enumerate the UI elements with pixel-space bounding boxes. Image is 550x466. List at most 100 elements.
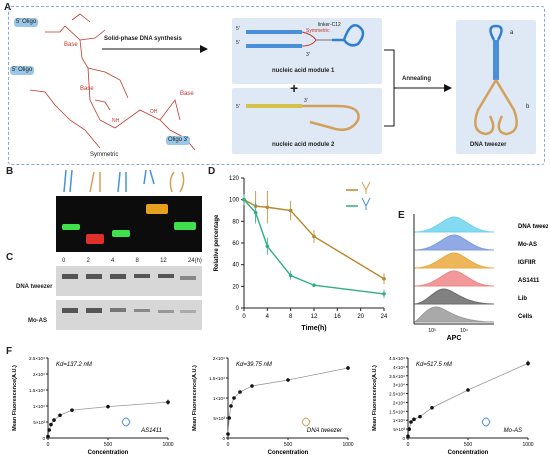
y-tick-label: 3.5×10⁴ (389, 374, 405, 379)
synthesis-arrow (102, 45, 208, 53)
histogram-label: DNA tweezer (518, 224, 548, 230)
x-tick-label: 8 (289, 314, 293, 320)
arm-a-label: a (510, 30, 514, 36)
data-point (286, 378, 290, 382)
histogram-label: IGFIIR (518, 260, 536, 266)
series-line-1 (243, 199, 385, 295)
m1-3prime: 3' (306, 52, 310, 58)
x-axis-label: APC (447, 335, 462, 342)
oh-label: OH (150, 109, 158, 115)
y-axis-label: Mean Fluorescence(A.U.) (372, 365, 378, 431)
y-axis-label: Mean Fluorescence(A.U.) (192, 365, 198, 431)
arm-b-label: b (526, 104, 530, 110)
symmetric-linker-structure: Base Base Base NH OH Symmetric (29, 13, 196, 158)
curve-name: Mo-AS (504, 428, 522, 434)
time-0: 0 (62, 258, 66, 264)
y-tick-label: 2.5×10⁴ (29, 356, 45, 361)
module-1-label: nucleic acid module 1 (272, 68, 335, 74)
panel-f-binding-as1411: 0 5×10³ 1×10⁴ 1.5×10⁴ 2×10⁴ 2.5×10⁴ 0 500 1000 Co… (12, 356, 174, 456)
data-point (49, 422, 53, 427)
y-tick-label: 4×10⁴ (393, 365, 405, 370)
y-tick-label: 0 (236, 306, 240, 312)
x-tick-label: 10³ (428, 328, 436, 334)
symmetric-structure-label: Symmetric (90, 152, 118, 158)
oligo-5-top: 5' Oligo (14, 18, 39, 27)
y-tick-label: 0 (42, 436, 45, 441)
histogram-label: Cells (518, 314, 533, 320)
histogram-label: Lib (518, 296, 527, 302)
data-point (47, 428, 51, 432)
time-8: 8 (135, 258, 139, 264)
y-tick-label: 2×10⁴ (213, 356, 225, 361)
annealing-label: Annealing (402, 76, 432, 82)
module-1-box (232, 18, 382, 84)
series-line-0 (243, 199, 385, 280)
histogram-5 (413, 306, 495, 323)
y-tick-label: 3×10⁴ (393, 383, 405, 388)
x-axis-label: Concentration (448, 450, 489, 456)
y-tick-label: 0 (402, 436, 405, 441)
module-2-label: nucleic acid module 2 (272, 142, 335, 148)
x-tick-label: 0 (242, 314, 246, 320)
data-point (430, 405, 434, 410)
data-point (227, 416, 231, 420)
kd-label: Kd=137.2 nM (56, 362, 92, 368)
plus-sign: + (290, 80, 299, 96)
x-tick-label: 1000 (342, 442, 353, 448)
x-axis-label: Time(h) (301, 325, 326, 332)
oligo-3-bottom: Oligo 3' (166, 136, 191, 145)
data-point (466, 388, 470, 392)
histogram-1 (413, 234, 495, 251)
panel-e-flow-histograms: DNA tweezer Mo-AS IGFIIR AS1411 Lib Cells 10³ 1… (413, 214, 548, 342)
modules-illustration (246, 24, 365, 131)
x-tick-label: 1000 (522, 442, 533, 448)
x-tick-label: 500 (284, 442, 293, 448)
data-point (288, 273, 293, 278)
data-point (382, 292, 386, 296)
y-axis-label: Mean Fluorescence(A.U.) (12, 365, 18, 431)
data-point (253, 210, 258, 215)
legend-tweezer-icon (361, 197, 371, 210)
y-tick-label: 1×10⁴ (33, 404, 45, 409)
base-label-top: Base (64, 42, 78, 48)
x-tick-label: 12 (311, 314, 318, 320)
gel-c-bands (62, 274, 196, 313)
time-4: 4 (111, 258, 115, 264)
panel-label-c: C (6, 252, 14, 263)
data-point (409, 420, 413, 424)
fit-curve (227, 367, 349, 435)
time-2: 2 (86, 258, 90, 264)
x-tick-label: 24 (381, 314, 388, 320)
panel-label-a: A (4, 2, 12, 13)
data-point (232, 396, 236, 400)
time-labels: 0 2 4 8 12 24(h) (62, 258, 202, 264)
y-tick-label: 60 (232, 241, 239, 247)
data-point (238, 390, 242, 394)
histogram-2 (413, 252, 495, 269)
base-label-mid: Base (80, 86, 94, 92)
x-tick-label: 10⁴ (460, 328, 468, 334)
x-tick-label: 500 (104, 442, 113, 448)
solid-phase-step-label: Solid-phase DNA synthesis (104, 36, 182, 42)
dna-tweezer-label: DNA tweezer (470, 142, 507, 148)
panel-label-d: D (208, 166, 216, 177)
data-point (242, 197, 246, 202)
data-point (70, 408, 74, 412)
y-tick-label: 1×10⁴ (213, 396, 225, 401)
time-24: 24(h) (187, 258, 202, 264)
y-tick-label: 1.5×10⁴ (389, 409, 405, 414)
panel-label-f: F (6, 346, 13, 357)
y-tick-label: 5×10³ (213, 416, 225, 421)
y-tick-label: 40 (232, 263, 239, 269)
linker-label: linker-C12 (318, 22, 341, 28)
y-tick-label: 2.5×10⁴ (389, 392, 405, 397)
gel-c-tweezer (56, 266, 202, 296)
y-tick-label: 1.5×10⁴ (29, 388, 45, 393)
nh-label: NH (112, 118, 120, 124)
kd-label: Kd=39.75 nM (236, 362, 272, 368)
data-point (166, 400, 170, 404)
gel-band-5 (174, 222, 196, 230)
data-point (265, 205, 270, 210)
data-point (312, 234, 316, 239)
aptamer-icon (121, 417, 131, 427)
